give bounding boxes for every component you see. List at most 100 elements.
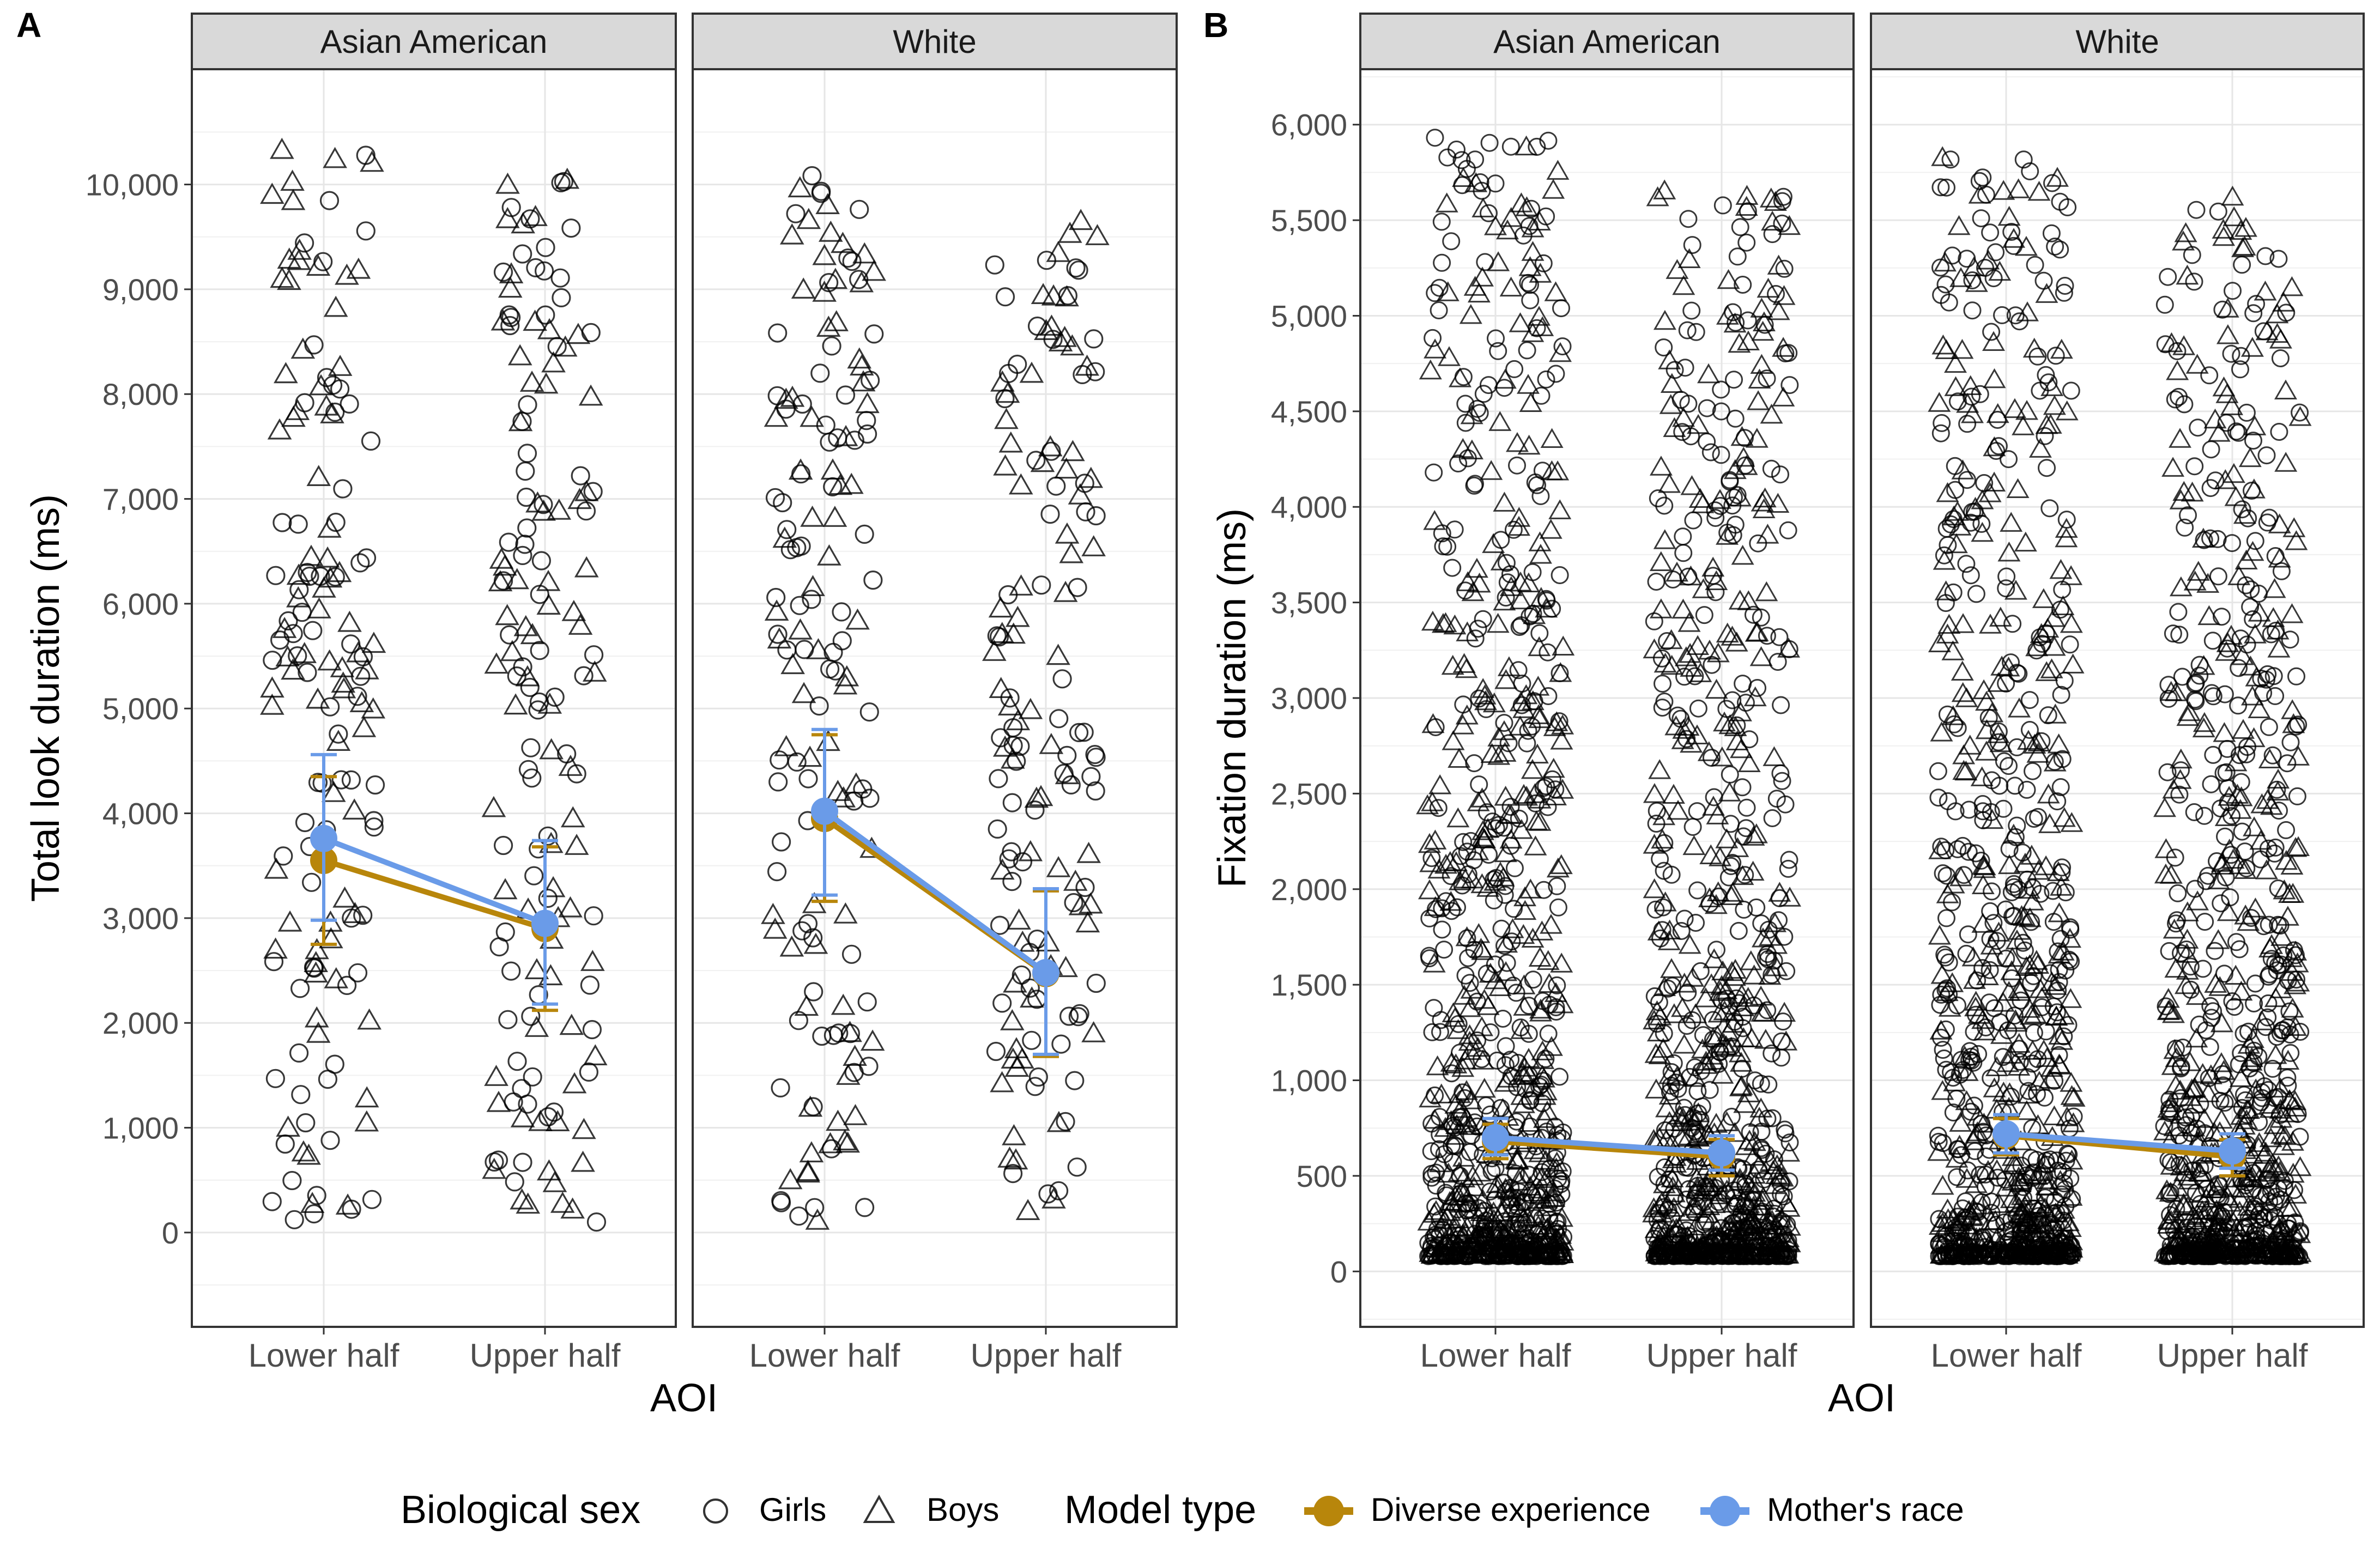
- raw-point-girl: [2049, 1161, 2067, 1180]
- raw-point-boy: [849, 271, 874, 293]
- raw-point-girl: [1546, 780, 1565, 799]
- raw-point-boy: [306, 1021, 331, 1043]
- raw-point-boy: [1439, 1110, 1463, 1130]
- raw-point-girl: [1084, 329, 1104, 349]
- raw-point-girl: [536, 238, 555, 257]
- raw-point-girl: [2014, 933, 2032, 952]
- raw-point-boy: [816, 730, 840, 751]
- raw-point-boy: [1063, 869, 1088, 891]
- raw-point-girl: [1698, 399, 1716, 417]
- raw-point-girl: [2024, 967, 2043, 985]
- raw-point-boy: [2159, 1100, 2183, 1120]
- raw-point-boy: [791, 682, 816, 703]
- raw-point-boy: [2231, 645, 2254, 665]
- raw-point-girl: [1679, 567, 1698, 586]
- raw-point-girl: [2057, 511, 2076, 529]
- raw-point-girl: [266, 566, 286, 585]
- raw-point-boy: [2280, 961, 2303, 981]
- raw-point-boy: [1697, 741, 1721, 761]
- raw-point-boy: [2183, 1094, 2207, 1114]
- raw-point-boy: [1028, 785, 1053, 806]
- raw-point-boy: [833, 424, 858, 446]
- raw-point-boy: [2026, 743, 2050, 763]
- raw-point-boy: [1739, 950, 1763, 970]
- raw-point-girl: [1666, 1187, 1684, 1206]
- raw-point-boy: [1448, 1161, 1471, 1182]
- raw-point-girl: [1432, 213, 1451, 231]
- raw-point-girl: [323, 375, 343, 395]
- raw-point-boy: [1951, 660, 1974, 681]
- raw-point-boy: [1488, 411, 1512, 431]
- raw-point-boy: [1951, 338, 1974, 359]
- raw-point-boy: [2280, 276, 2304, 296]
- raw-point-boy: [796, 208, 821, 229]
- facet-strip-label: Asian American: [1493, 23, 1721, 60]
- raw-point-boy: [2024, 1003, 2047, 1023]
- raw-point-girl: [2235, 1085, 2253, 1104]
- raw-point-boy: [1936, 623, 1959, 644]
- raw-point-boy: [2055, 1106, 2079, 1126]
- raw-point-girl: [2176, 1231, 2195, 1249]
- raw-point-girl: [2244, 1180, 2262, 1198]
- raw-point-boy: [1731, 544, 1754, 565]
- raw-point-boy: [1466, 840, 1489, 860]
- raw-point-girl: [2206, 942, 2224, 960]
- raw-point-girl: [1482, 1162, 1501, 1181]
- raw-point-boy: [1486, 612, 1510, 633]
- raw-point-girl: [1704, 1247, 1723, 1265]
- raw-point-girl: [308, 773, 328, 792]
- raw-point-boy: [1455, 926, 1479, 947]
- raw-point-girl: [295, 812, 315, 833]
- raw-point-boy: [1489, 1234, 1512, 1254]
- raw-point-girl: [1763, 966, 1781, 984]
- raw-point-girl: [1767, 285, 1785, 303]
- raw-point-boy: [360, 150, 384, 172]
- raw-point-boy: [500, 640, 525, 662]
- raw-point-girl: [1658, 632, 1676, 650]
- raw-point-girl: [1779, 859, 1797, 878]
- raw-point-girl: [1773, 192, 1791, 210]
- raw-point-girl: [2269, 879, 2287, 897]
- raw-point-boy: [1079, 466, 1104, 488]
- raw-point-girl: [820, 432, 839, 452]
- raw-point-boy: [280, 169, 305, 191]
- raw-point-boy: [1521, 241, 1545, 261]
- raw-point-boy: [2032, 588, 2055, 608]
- raw-point-boy: [1528, 210, 1551, 230]
- raw-point-boy: [317, 516, 342, 538]
- raw-point-boy: [1076, 841, 1101, 863]
- raw-point-boy: [1666, 1066, 1689, 1086]
- raw-point-boy: [2218, 1087, 2241, 1108]
- raw-point-girl: [2202, 684, 2221, 702]
- raw-point-girl: [501, 307, 521, 327]
- raw-point-boy: [2055, 518, 2078, 538]
- raw-point-girl: [1480, 134, 1499, 152]
- y-tick-label: 4,000: [1271, 490, 1347, 524]
- raw-point-boy: [2228, 1200, 2251, 1221]
- raw-point-boy: [1000, 1009, 1025, 1030]
- raw-point-boy: [2030, 1193, 2053, 1214]
- raw-point-girl: [2274, 946, 2293, 964]
- raw-point-boy: [2032, 1039, 2056, 1060]
- raw-point-boy: [1529, 543, 1552, 564]
- raw-point-boy: [1658, 1084, 1682, 1105]
- raw-point-boy: [2285, 530, 2308, 550]
- raw-point-boy: [1658, 349, 1681, 369]
- raw-point-girl: [1937, 866, 1956, 885]
- raw-point-boy: [2222, 463, 2245, 483]
- raw-point-boy: [2210, 1012, 2233, 1033]
- raw-point-girl: [1704, 1011, 1722, 1029]
- raw-point-boy: [1716, 525, 1739, 545]
- raw-point-girl: [1459, 865, 1477, 883]
- raw-point-girl: [1501, 137, 1520, 156]
- raw-point-boy: [2240, 1143, 2264, 1164]
- raw-point-girl: [2246, 532, 2264, 550]
- raw-point-girl: [1419, 1247, 1438, 1265]
- y-axis-title: Total look duration (ms): [24, 494, 68, 902]
- raw-point-girl: [2051, 778, 2070, 796]
- raw-point-girl: [1739, 311, 1757, 330]
- raw-point-boy: [1418, 879, 1441, 900]
- raw-point-boy: [1533, 1108, 1557, 1128]
- raw-point-boy: [1732, 446, 1755, 467]
- raw-point-boy: [1002, 1124, 1026, 1145]
